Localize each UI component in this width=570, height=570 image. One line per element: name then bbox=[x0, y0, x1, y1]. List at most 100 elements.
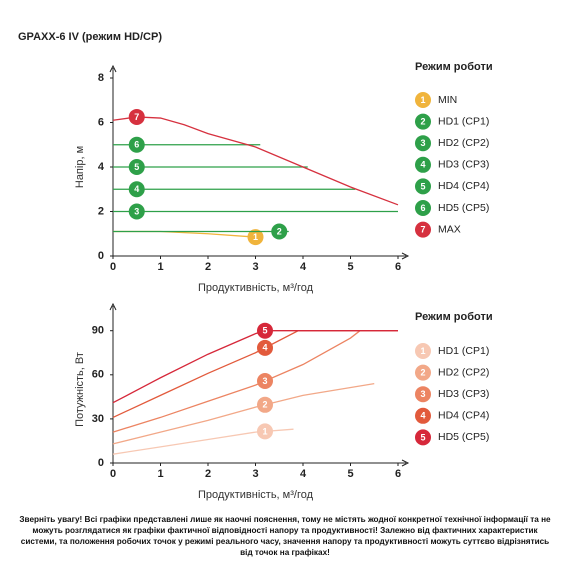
legend-badge bbox=[415, 178, 431, 195]
badge-label: 1 bbox=[253, 232, 258, 242]
badge-label: 5 bbox=[262, 326, 267, 336]
badge-label: 2 bbox=[277, 226, 282, 236]
legend-badge bbox=[415, 156, 431, 173]
legend-badge-label: 3 bbox=[420, 389, 425, 399]
badge bbox=[128, 108, 145, 125]
series-line bbox=[112, 382, 375, 445]
legend-label: HD3 (CP3) bbox=[438, 388, 489, 400]
y-axis-label: Потужність, Вт bbox=[74, 352, 86, 427]
badge-label: 2 bbox=[262, 400, 267, 410]
series-line bbox=[112, 330, 361, 433]
legend-badge-label: 3 bbox=[420, 138, 425, 148]
legend-badge bbox=[415, 92, 431, 108]
legend-badge bbox=[415, 113, 431, 130]
x-tick-label: 3 bbox=[252, 261, 258, 273]
x-tick-label: 5 bbox=[347, 261, 353, 273]
legend-label: HD4 (CP4) bbox=[438, 180, 489, 192]
badge-label: 5 bbox=[134, 162, 139, 172]
x-tick-label: 0 bbox=[110, 261, 116, 273]
series-line bbox=[112, 330, 398, 404]
legend-badge bbox=[415, 364, 431, 381]
badge-label: 3 bbox=[134, 206, 139, 216]
legend-badge-label: 4 bbox=[420, 160, 425, 170]
footnote: Зверніть увагу! Всі графіки представлені… bbox=[19, 515, 551, 557]
badge-label: 6 bbox=[134, 140, 139, 150]
y-tick-label: 0 bbox=[98, 250, 104, 262]
x-tick-label: 2 bbox=[205, 468, 211, 480]
y-tick-label: 6 bbox=[98, 116, 104, 128]
badge bbox=[257, 339, 273, 356]
badge bbox=[128, 181, 145, 198]
chart: GPAXX-6 IV (режим HD/CP) 0 1 2 3 4 5 602468Про… bbox=[18, 31, 493, 501]
legend-title: Режим роботи bbox=[415, 61, 493, 73]
x-tick-label: 4 bbox=[300, 468, 307, 480]
series-line bbox=[113, 230, 256, 238]
axis-arrow bbox=[109, 302, 117, 311]
y-tick-label: 90 bbox=[92, 325, 104, 337]
axis-arrow bbox=[401, 459, 410, 467]
badge-label: 4 bbox=[134, 184, 139, 194]
badge bbox=[271, 223, 288, 240]
legend-badge bbox=[415, 386, 431, 403]
page-title: GPAXX-6 IV (режим HD/CP) bbox=[18, 31, 162, 43]
x-tick-label: 2 bbox=[205, 261, 211, 273]
badge bbox=[128, 136, 145, 153]
axis-arrow bbox=[109, 64, 117, 73]
x-tick-label: 3 bbox=[252, 468, 258, 480]
legend-label: HD2 (CP2) bbox=[438, 137, 489, 149]
y-tick-label: 4 bbox=[98, 161, 105, 173]
y-axis-label: Напір, м bbox=[74, 146, 86, 188]
x-tick-label: 5 bbox=[347, 468, 353, 480]
legend-label: HD3 (CP3) bbox=[438, 159, 489, 171]
legend-label: HD1 (CP1) bbox=[438, 115, 489, 127]
legend-badge bbox=[415, 343, 431, 359]
x-tick-label: 6 bbox=[395, 261, 401, 273]
x-axis-label: Продуктивність, м³/год bbox=[198, 282, 314, 294]
legend-badge bbox=[415, 221, 431, 238]
y-tick-label: 8 bbox=[98, 72, 104, 84]
legend-badge-label: 1 bbox=[420, 346, 425, 356]
legend-badge bbox=[415, 135, 431, 152]
legend-label: MAX bbox=[438, 223, 461, 235]
y-tick-label: 0 bbox=[98, 457, 104, 469]
legend-title: Режим роботи bbox=[415, 311, 493, 323]
legend-label: HD1 (CP1) bbox=[438, 345, 489, 357]
badge bbox=[128, 203, 145, 220]
series-line bbox=[112, 330, 398, 419]
legend-badge bbox=[415, 200, 431, 216]
badge bbox=[128, 159, 145, 175]
legend-badge-label: 5 bbox=[420, 181, 425, 191]
x-tick-label: 0 bbox=[110, 468, 116, 480]
legend-badge bbox=[415, 407, 431, 424]
legend-badge-label: 4 bbox=[420, 411, 425, 421]
legend-badge bbox=[415, 429, 431, 446]
badge bbox=[257, 423, 273, 440]
legend-label: HD2 (CP2) bbox=[438, 366, 489, 378]
badge-label: 7 bbox=[134, 112, 139, 122]
x-axis-label: Продуктивність, м³/год bbox=[198, 489, 314, 501]
badge-label: 4 bbox=[262, 343, 267, 353]
axis-arrow bbox=[401, 252, 410, 260]
legend-badge-label: 2 bbox=[420, 367, 425, 377]
x-tick-label: 1 bbox=[157, 261, 163, 273]
legend-label: HD4 (CP4) bbox=[438, 410, 489, 422]
x-tick-label: 4 bbox=[300, 261, 307, 273]
legend-badge-label: 2 bbox=[420, 116, 425, 126]
legend-badge-label: 5 bbox=[420, 432, 425, 442]
legend-badge-label: 7 bbox=[420, 224, 425, 234]
y-tick-label: 60 bbox=[92, 369, 104, 381]
legend-badge-label: 6 bbox=[420, 203, 425, 213]
legend-badge-label: 1 bbox=[420, 95, 425, 105]
badge bbox=[247, 229, 264, 246]
y-tick-label: 2 bbox=[98, 205, 104, 217]
legend-label: HD5 (CP5) bbox=[438, 431, 489, 443]
badge-label: 1 bbox=[262, 426, 267, 436]
series-line bbox=[112, 116, 399, 206]
badge-label: 3 bbox=[262, 376, 267, 386]
legend-label: MIN bbox=[438, 94, 457, 106]
badge bbox=[257, 372, 273, 389]
x-tick-label: 1 bbox=[157, 468, 163, 480]
y-tick-label: 30 bbox=[92, 413, 104, 425]
badge bbox=[257, 322, 273, 339]
